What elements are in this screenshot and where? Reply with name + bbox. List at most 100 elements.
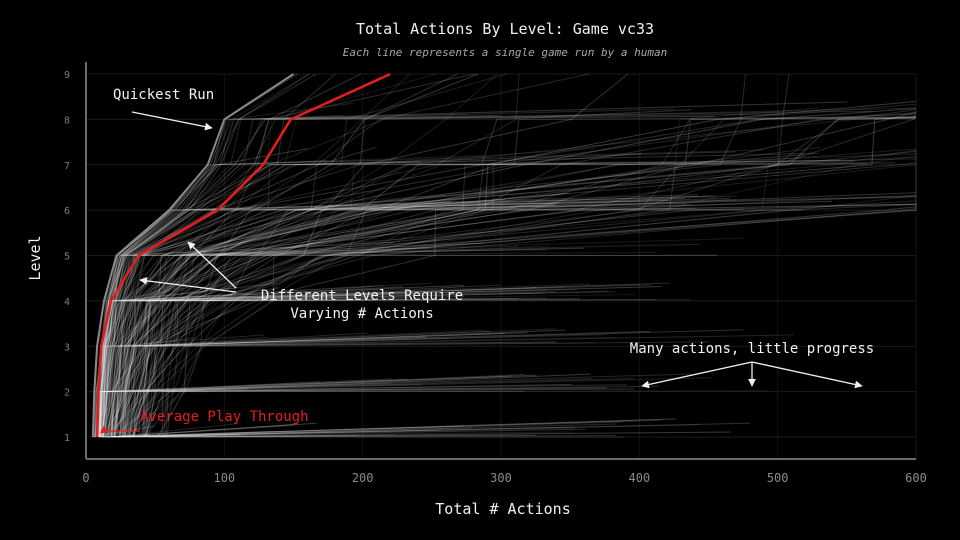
run-line — [101, 73, 458, 438]
run-line — [98, 378, 634, 438]
run-line — [108, 199, 506, 438]
run-line — [133, 329, 566, 438]
y-tick-label: 2 — [64, 388, 70, 399]
run-line — [144, 200, 917, 438]
arrow-many-left — [641, 361, 753, 389]
run-line — [129, 373, 526, 438]
run-line — [106, 109, 692, 438]
run-line — [99, 160, 328, 438]
run-line — [129, 207, 917, 438]
run-line — [96, 282, 279, 438]
run-line — [119, 332, 528, 438]
run-line — [114, 428, 586, 438]
run-line — [129, 248, 429, 438]
run-line — [98, 108, 675, 438]
run-line — [113, 296, 464, 438]
run-line — [128, 424, 700, 438]
run-line — [159, 434, 536, 438]
run-line — [103, 252, 656, 438]
run-line — [99, 378, 593, 438]
run-line — [118, 247, 585, 438]
run-line — [110, 287, 537, 438]
run-line — [131, 374, 537, 438]
run-line — [97, 299, 276, 438]
run-line — [119, 329, 486, 438]
run-line — [123, 377, 713, 438]
run-line — [106, 247, 433, 438]
run-lines — [91, 73, 917, 438]
run-line — [148, 195, 917, 438]
run-line — [102, 373, 692, 438]
run-line — [144, 292, 391, 438]
x-tick-label: 500 — [767, 471, 789, 485]
run-line — [113, 245, 551, 438]
run-line — [99, 254, 718, 438]
y-tick-label: 1 — [64, 433, 70, 444]
run-line — [165, 383, 573, 438]
run-line — [106, 163, 586, 438]
run-line — [138, 433, 239, 438]
run-line — [141, 155, 917, 438]
quickest-run-line — [91, 73, 295, 438]
run-line — [98, 73, 310, 438]
run-line — [99, 334, 265, 438]
run-line — [124, 117, 917, 438]
run-line — [103, 202, 561, 438]
run-line — [117, 422, 751, 438]
run-line — [132, 150, 917, 438]
run-line — [99, 426, 575, 438]
run-line — [146, 195, 917, 438]
run-line — [98, 73, 475, 438]
run-line — [123, 337, 267, 438]
run-line — [103, 197, 685, 438]
run-line — [117, 418, 665, 438]
run-line — [97, 207, 698, 438]
y-tick-label: 6 — [64, 206, 70, 217]
y-tick-label: 4 — [64, 297, 70, 308]
run-line — [104, 203, 917, 438]
run-line — [124, 332, 506, 438]
run-line — [104, 73, 479, 438]
run-line — [98, 434, 396, 438]
run-line — [117, 285, 466, 438]
run-line — [143, 373, 591, 438]
arrow-quickest-run — [131, 111, 213, 131]
run-line — [107, 423, 297, 438]
y-tick-label: 5 — [64, 252, 70, 263]
run-line — [94, 287, 238, 438]
run-line — [130, 203, 917, 438]
run-line — [120, 73, 629, 438]
run-line — [117, 328, 557, 438]
run-line — [141, 204, 917, 438]
run-line — [99, 73, 310, 438]
run-line — [127, 291, 617, 438]
run-line — [133, 240, 437, 438]
run-line — [110, 73, 746, 438]
run-line — [100, 419, 662, 438]
annotation-many-actions: Many actions, little progress — [630, 341, 874, 357]
run-line — [101, 283, 640, 438]
run-line — [100, 431, 573, 438]
run-line — [121, 108, 917, 438]
run-line — [143, 116, 917, 438]
run-line — [110, 116, 917, 438]
run-line — [125, 193, 565, 438]
run-line — [101, 418, 676, 438]
annotation-different-levels-1: Different Levels Require — [261, 288, 463, 304]
run-line — [119, 109, 917, 438]
run-line — [147, 431, 731, 438]
run-line — [126, 209, 803, 438]
run-line — [101, 298, 581, 438]
run-line — [114, 197, 731, 438]
run-line — [113, 113, 917, 438]
run-line — [113, 299, 376, 438]
run-line — [127, 164, 917, 438]
run-line — [121, 205, 607, 438]
run-line — [121, 209, 526, 438]
x-tick-label: 300 — [490, 471, 512, 485]
run-line — [98, 73, 362, 438]
run-line — [94, 427, 576, 438]
run-line — [105, 297, 547, 438]
x-tick-label: 600 — [905, 471, 927, 485]
run-line — [109, 201, 452, 438]
